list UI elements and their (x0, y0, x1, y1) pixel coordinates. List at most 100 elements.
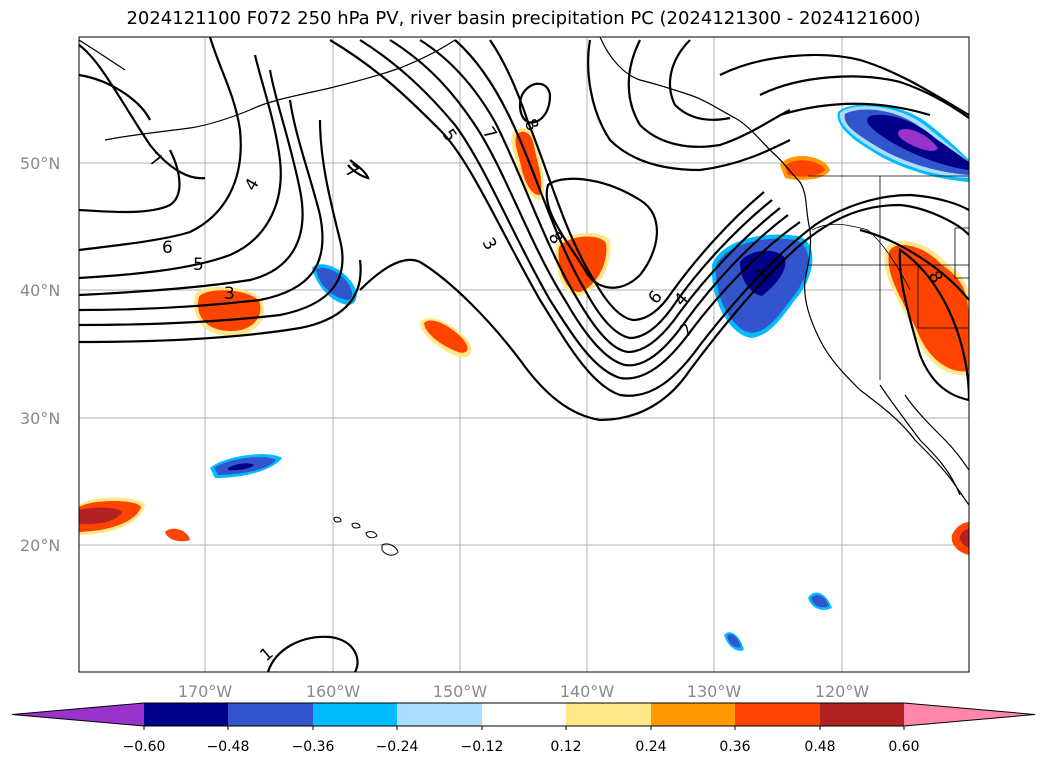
coast-far-nw (79, 39, 126, 71)
pv-contour-east-outer (859, 228, 969, 301)
pv-contour-west-upper (79, 149, 181, 214)
colorbar-tick-label: −0.36 (292, 739, 335, 755)
shade-neg-4-purple (898, 129, 938, 151)
colorbar-segment (12, 703, 144, 726)
pv-contour-mid-low (347, 159, 370, 180)
contour-label: 2 (676, 320, 699, 340)
contour-label: 5 (438, 125, 461, 145)
contour-label: 1 (256, 644, 277, 666)
lon-label: 170°W (178, 682, 233, 701)
shade-neg-2-dark (228, 463, 254, 471)
lat-label: 50°N (20, 154, 60, 173)
pv-contour-north-1 (719, 53, 969, 116)
pv-contour-trough-5 (419, 39, 781, 354)
colorbar-segment (228, 703, 313, 726)
pv-contour-ridge-2 (627, 39, 791, 148)
colorbar-tick-label: 0.12 (550, 739, 581, 755)
negative-shading (210, 104, 969, 651)
contour-label: 7 (478, 123, 501, 143)
pv-contour-east-closed (898, 248, 969, 402)
pv-contour-6 (79, 37, 242, 252)
colorbar-segment (482, 703, 566, 726)
coast-alaska-peninsula (249, 39, 456, 111)
shade-neg-5-core (811, 594, 829, 608)
lon-label: 160°W (306, 682, 361, 701)
pv-contour-trough-2 (329, 39, 969, 397)
pv-contour-trough-1 (359, 203, 969, 422)
shade-pos-5-core (785, 160, 825, 177)
contour-label: 5 (193, 255, 204, 275)
contour-label: 3 (478, 235, 501, 254)
pv-contour-ridge-3 (668, 39, 731, 121)
pv-contour-5 (79, 54, 282, 280)
lat-label: 20°N (20, 536, 60, 555)
colorbar-tick-label: −0.24 (376, 739, 419, 755)
hawaii-kauai (333, 516, 342, 523)
map-frame (78, 36, 970, 673)
colorbar-segment (397, 703, 482, 726)
colorbar-tick-label: 0.60 (888, 739, 919, 755)
shade-neg-6-core (727, 634, 741, 648)
shade-pos-6-core (888, 245, 969, 372)
colorbar-tick-label: −0.12 (461, 739, 504, 755)
positive-shading (79, 128, 969, 555)
pv-contour-north-2 (759, 75, 969, 119)
contour-label: 7 (146, 149, 165, 172)
coast-gulf-california (904, 394, 969, 471)
pv-contour-west-top (79, 73, 151, 121)
colorbar-segment (313, 703, 397, 726)
colorbar-segment (904, 703, 1035, 726)
pv-contour-2 (79, 119, 344, 327)
shade-pos-7-dark (79, 507, 122, 525)
pv-contour-8-closed (545, 177, 658, 289)
hawaii-oahu (351, 522, 361, 529)
colorbar-segment (820, 703, 904, 726)
pv-contour-trough-4 (389, 39, 789, 367)
coast-alaska-islands (104, 109, 251, 141)
lon-label: 140°W (560, 682, 615, 701)
contour-label: 3 (224, 284, 235, 304)
lat-label: 30°N (20, 409, 60, 428)
shade-pos-8 (165, 528, 190, 542)
colorbar-tick-label: 0.48 (804, 739, 835, 755)
colorbar-tick-label: −0.48 (207, 739, 250, 755)
colorbar-segment (735, 703, 820, 726)
pv-contour-trough-6 (454, 39, 773, 340)
figure-title: 2024121100 F072 250 hPa PV, river basin … (126, 8, 921, 29)
pv-contour-7-west (79, 44, 206, 180)
colorbar-tick-label: 0.36 (719, 739, 750, 755)
shade-pos-2-core (424, 320, 468, 353)
hawaii-maui (365, 531, 378, 539)
lon-label: 150°W (433, 682, 488, 701)
coast-baja (879, 384, 961, 496)
colorbar-tick-label: 0.24 (635, 739, 666, 755)
longitude-labels: 170°W 160°W 150°W 140°W 130°W 120°W (178, 682, 870, 701)
shade-pos-9-dark (959, 529, 969, 548)
pv-contour-north-3 (779, 102, 931, 117)
lat-label: 40°N (20, 281, 60, 300)
colorbar-segment (566, 703, 651, 726)
pv-contour-1 (79, 259, 362, 344)
contour-label: 4 (241, 175, 264, 194)
pv-contour-south-1 (266, 635, 359, 672)
pv-contour-4 (79, 69, 304, 297)
contour-label: 7 (341, 161, 362, 183)
hawaii-big-island (381, 543, 399, 556)
colorbar-tick-label: −0.60 (123, 739, 166, 755)
colorbar-ticks: −0.60 −0.48 −0.36 −0.24 −0.12 0.12 0.24 … (123, 739, 920, 755)
pv-contour-3 (79, 99, 324, 312)
colorbar-segment (651, 703, 735, 726)
colorbar (11, 702, 1036, 730)
lon-label: 120°W (815, 682, 870, 701)
hawaii-islands (333, 516, 399, 556)
pv-contours (79, 37, 969, 672)
pv-contour-8-small (518, 82, 552, 124)
lon-label: 130°W (687, 682, 742, 701)
map-area: 7 4 6 5 3 7 5 7 8 3 8 6 4 2 1 8 1 (79, 37, 969, 672)
latitude-labels: 50°N 40°N 30°N 20°N (20, 154, 60, 555)
contour-label: 6 (162, 238, 173, 258)
colorbar-segment (144, 703, 228, 726)
shade-neg-1-core (316, 267, 353, 300)
pv-contour-trough-3 (359, 39, 801, 380)
